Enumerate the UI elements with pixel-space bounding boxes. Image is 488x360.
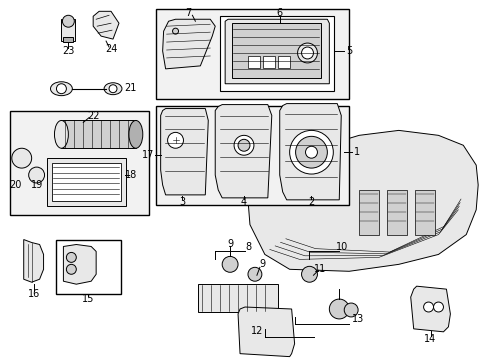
Text: 5: 5 [346, 46, 351, 56]
Circle shape [66, 252, 76, 262]
Bar [61, 19, 75, 41]
Text: 11: 11 [314, 264, 326, 274]
Circle shape [172, 28, 178, 34]
Polygon shape [247, 130, 477, 271]
Circle shape [62, 15, 74, 27]
Polygon shape [410, 286, 449, 332]
Text: 22: 22 [87, 112, 99, 121]
Text: 15: 15 [82, 294, 94, 304]
Text: 12: 12 [250, 326, 263, 336]
Text: 3: 3 [179, 197, 185, 207]
Circle shape [433, 302, 443, 312]
Circle shape [222, 256, 238, 272]
Bar [220, 16, 334, 91]
Text: 1: 1 [353, 147, 360, 157]
Text: 21: 21 [124, 83, 137, 93]
Circle shape [167, 132, 183, 148]
Bar [56, 239, 121, 294]
Circle shape [238, 139, 249, 151]
Text: 18: 18 [124, 170, 137, 180]
Circle shape [289, 130, 333, 174]
Circle shape [295, 136, 326, 168]
Text: 9: 9 [226, 239, 233, 248]
Text: 6: 6 [276, 8, 282, 18]
Text: 10: 10 [335, 243, 347, 252]
Bar [198, 284, 277, 312]
Bar [155, 9, 348, 99]
Bar [155, 105, 348, 205]
Circle shape [109, 85, 117, 93]
Circle shape [423, 302, 433, 312]
Text: 19: 19 [30, 180, 42, 190]
Bar [358, 190, 378, 235]
Ellipse shape [104, 83, 122, 95]
Text: 9: 9 [259, 259, 265, 269]
Polygon shape [161, 109, 208, 195]
Text: 14: 14 [424, 334, 436, 344]
Polygon shape [279, 104, 341, 200]
Ellipse shape [129, 121, 142, 148]
Bar [247, 56, 259, 68]
Text: 8: 8 [244, 243, 250, 252]
Circle shape [328, 299, 348, 319]
Bar [46, 158, 126, 206]
Circle shape [234, 135, 253, 155]
Text: 13: 13 [351, 314, 364, 324]
Bar [51, 163, 121, 201]
Bar [63, 37, 73, 42]
Circle shape [301, 266, 317, 282]
Text: 16: 16 [27, 289, 40, 299]
Bar [263, 56, 274, 68]
Ellipse shape [50, 82, 72, 96]
Circle shape [344, 303, 357, 317]
Polygon shape [24, 239, 43, 282]
Text: 20: 20 [10, 180, 22, 190]
Polygon shape [238, 307, 294, 357]
Text: 24: 24 [104, 44, 117, 54]
Bar [386, 190, 406, 235]
Text: 4: 4 [241, 197, 246, 207]
Circle shape [301, 47, 313, 59]
Circle shape [29, 167, 44, 183]
Text: 17: 17 [141, 150, 154, 160]
Circle shape [12, 148, 32, 168]
Polygon shape [215, 105, 271, 198]
Text: 23: 23 [62, 46, 74, 56]
Circle shape [297, 43, 317, 63]
Bar [10, 111, 148, 215]
Polygon shape [63, 244, 96, 284]
Ellipse shape [54, 121, 68, 148]
Circle shape [56, 84, 66, 94]
Bar [277, 56, 289, 68]
Circle shape [305, 146, 317, 158]
Bar [232, 23, 321, 78]
Text: 2: 2 [308, 197, 314, 207]
Polygon shape [224, 19, 328, 84]
Text: 7: 7 [185, 8, 191, 18]
Circle shape [66, 264, 76, 274]
Bar [61, 121, 136, 148]
Bar [414, 190, 434, 235]
Polygon shape [163, 19, 215, 69]
Circle shape [247, 267, 262, 281]
Polygon shape [93, 11, 119, 39]
